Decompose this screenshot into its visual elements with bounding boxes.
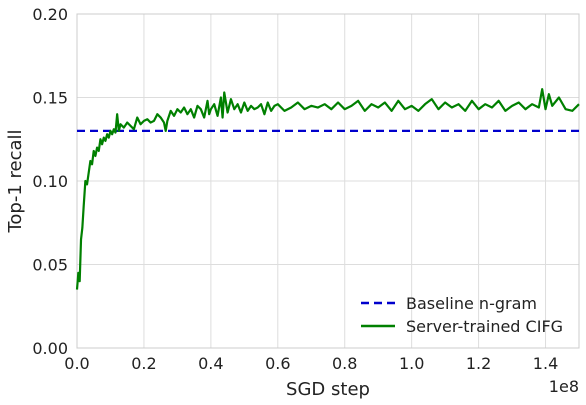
y-tick-label: 0.10 xyxy=(32,172,68,191)
x-tick-labels: 0.0 0.2 0.4 0.6 0.8 1.0 1.2 1.4 xyxy=(64,354,558,373)
x-axis-label: SGD step xyxy=(286,379,370,400)
x-tick-label: 1.4 xyxy=(533,354,558,373)
x-tick-label: 0.0 xyxy=(64,354,89,373)
x-tick-label: 0.4 xyxy=(198,354,223,373)
y-tick-label: 0.05 xyxy=(32,256,68,275)
x-tick-label: 1.2 xyxy=(466,354,491,373)
y-tick-label: 0.15 xyxy=(32,89,68,108)
y-tick-label: 0.20 xyxy=(32,5,68,24)
legend-label-cifg: Server-trained CIFG xyxy=(406,317,563,336)
y-tick-label: 0.00 xyxy=(32,339,68,358)
x-tick-label: 0.6 xyxy=(265,354,290,373)
y-tick-labels: 0.00 0.05 0.10 0.15 0.20 xyxy=(32,5,68,358)
legend: Baseline n-gram Server-trained CIFG xyxy=(361,294,563,336)
series-layer xyxy=(75,88,580,290)
series-line-server-trained-cifg xyxy=(75,88,580,290)
y-axis-label: Top-1 recall xyxy=(5,129,26,233)
legend-label-baseline: Baseline n-gram xyxy=(406,294,537,313)
x-tick-label: 1.0 xyxy=(399,354,424,373)
x-tick-label: 0.2 xyxy=(131,354,156,373)
plot-frame xyxy=(76,13,580,349)
x-tick-label: 0.8 xyxy=(332,354,357,373)
x-offset-label: 1e8 xyxy=(549,377,579,396)
